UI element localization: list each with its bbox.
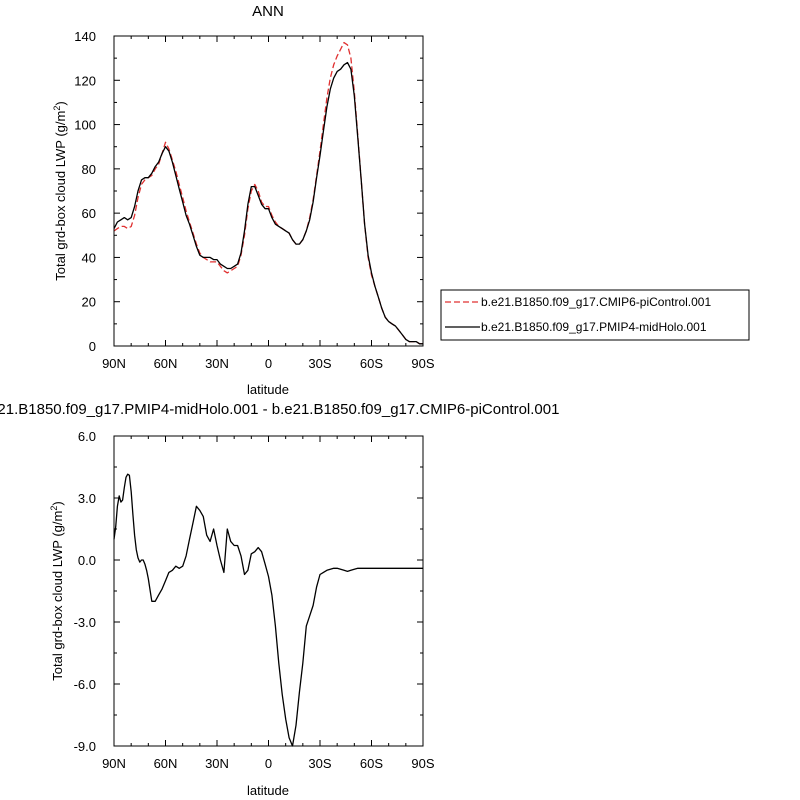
bottom-series-group xyxy=(113,473,423,747)
top-series-line-0 xyxy=(113,41,423,345)
top-x-tick-label: 60S xyxy=(360,356,383,371)
top-y-label-suffix: ) xyxy=(53,101,68,105)
bottom-x-tick-label: 30N xyxy=(205,756,229,771)
bottom-y-label-superscript: 2 xyxy=(49,506,59,511)
top-y-tick-label: 120 xyxy=(74,73,96,88)
bottom-panel: b.e21.B1850.f09_g17.PMIP4-midHolo.001 - … xyxy=(0,401,559,798)
top-x-tick-label: 90S xyxy=(411,356,434,371)
bottom-y-tick-label: 6.0 xyxy=(78,429,96,444)
bottom-chart-title: b.e21.B1850.f09_g17.PMIP4-midHolo.001 - … xyxy=(0,401,559,418)
top-panel: ANN 90N 60N 30N 0 30S 60S 90S 0 20 40 60 80 100 120 14… xyxy=(52,3,750,397)
bottom-y-tick-label: -9.0 xyxy=(74,739,96,754)
top-plot-frame xyxy=(113,35,424,347)
top-y-tick-label: 40 xyxy=(82,250,96,265)
bottom-x-tick-label: 0 xyxy=(265,756,272,771)
top-x-tick-label: 30N xyxy=(205,356,229,371)
top-y-tick-label: 60 xyxy=(82,206,96,221)
bottom-y-tick-label: 0.0 xyxy=(78,553,96,568)
bottom-tick-group: 90N 60N 30N 0 30S 60S 90S -9.0 -6.0 -3.0 0.0 3.0 6.0 xyxy=(74,429,435,771)
top-x-tick-label: 30S xyxy=(308,356,331,371)
bottom-y-tick-label: -3.0 xyxy=(74,615,96,630)
top-legend: b.e21.B1850.f09_g17.CMIP6-piControl.001 … xyxy=(440,289,750,341)
bottom-x-tick-label: 60N xyxy=(154,756,178,771)
legend-label-picontrol: b.e21.B1850.f09_g17.CMIP6-piControl.001 xyxy=(481,295,711,309)
bottom-y-tick-label: -6.0 xyxy=(74,677,96,692)
bottom-x-tick-label: 60S xyxy=(360,756,383,771)
top-y-tick-label: 0 xyxy=(89,339,96,354)
top-y-tick-label: 100 xyxy=(74,118,96,133)
top-x-tick-label: 90N xyxy=(102,356,126,371)
top-y-tick-label: 20 xyxy=(82,295,96,310)
top-y-tick-label: 140 xyxy=(74,29,96,44)
bottom-x-tick-label: 90N xyxy=(102,756,126,771)
top-x-tick-label: 60N xyxy=(154,356,178,371)
top-y-label-text: Total grd-box cloud LWP (g/m xyxy=(53,111,68,281)
top-y-label-superscript: 2 xyxy=(52,106,62,111)
bottom-y-axis-label: Total grd-box cloud LWP (g/m2) xyxy=(49,501,65,680)
top-series-group xyxy=(113,41,423,345)
top-chart-title: ANN xyxy=(252,3,284,20)
top-tick-group: 90N 60N 30N 0 30S 60S 90S 0 20 40 60 80 100 120 140 xyxy=(74,29,435,371)
top-y-axis-label: Total grd-box cloud LWP (g/m2) xyxy=(52,101,68,280)
bottom-y-label-suffix: ) xyxy=(50,501,65,505)
top-series-line-1 xyxy=(113,61,423,345)
top-x-axis-label: latitude xyxy=(247,382,289,397)
top-x-tick-label: 0 xyxy=(265,356,272,371)
legend-label-midholo: b.e21.B1850.f09_g17.PMIP4-midHolo.001 xyxy=(481,320,707,334)
bottom-x-tick-label: 30S xyxy=(308,756,331,771)
bottom-y-tick-label: 3.0 xyxy=(78,491,96,506)
top-y-tick-label: 80 xyxy=(82,162,96,177)
bottom-x-axis-label: latitude xyxy=(247,783,289,798)
bottom-x-tick-label: 90S xyxy=(411,756,434,771)
bottom-y-label-text: Total grd-box cloud LWP (g/m xyxy=(50,511,65,681)
legend-box xyxy=(440,289,750,341)
bottom-series-line-0 xyxy=(113,473,423,747)
